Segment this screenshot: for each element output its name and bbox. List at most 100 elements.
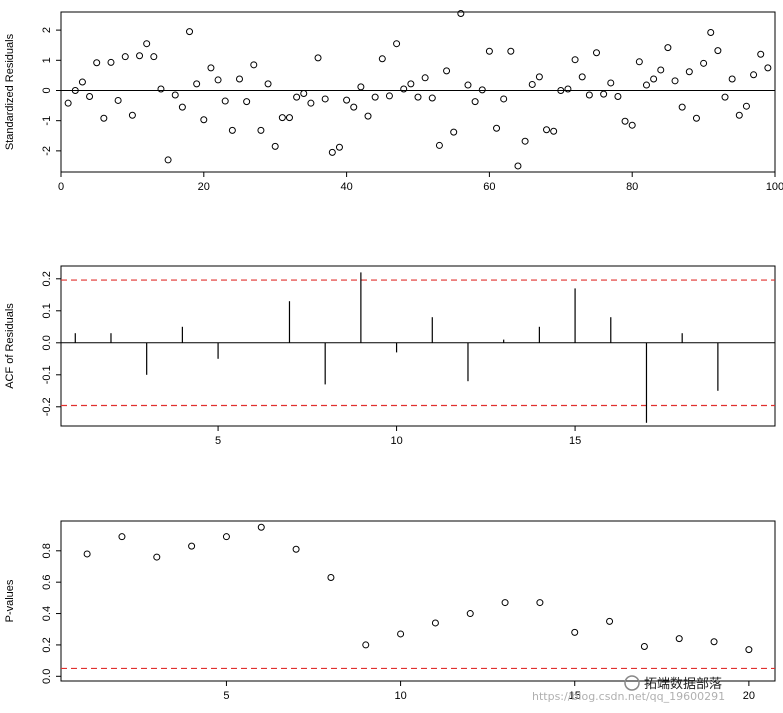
data-point [600,90,608,98]
y-tick-label: 0.1 [41,303,53,318]
data-point [428,94,436,102]
y-axis-label: Standardized Residuals [4,33,16,150]
data-point [86,93,94,101]
data-point [93,59,101,67]
data-point [378,55,386,63]
x-tick-label: 10 [394,690,406,702]
data-point [550,127,558,135]
data-point [207,64,215,72]
data-point [83,550,91,558]
data-point [64,99,72,107]
data-point [350,103,358,111]
watermark: 拓端数据部落 https://blog.csdn.net/qq_19600291 [532,675,725,703]
data-point [362,641,370,649]
data-point [431,619,439,627]
x-tick-label: 20 [198,181,210,193]
y-tick-label: 0.8 [41,543,53,558]
data-point [640,642,648,650]
data-point [292,545,300,553]
x-tick-label: 15 [569,690,581,702]
data-point [700,59,708,67]
data-point [493,124,501,132]
data-point [178,103,186,111]
y-tick-label: 2 [41,27,53,33]
data-point [671,77,679,85]
data-point [435,141,443,149]
data-point [478,86,486,94]
data-point [307,99,315,107]
data-point [564,85,572,93]
data-point [485,47,493,55]
data-point [364,112,372,120]
data-point [650,75,658,83]
plot-frame [60,520,776,682]
y-tick-label: -1 [41,116,53,126]
data-point [100,114,108,122]
data-point [214,76,222,84]
data-point [164,156,172,164]
data-point [271,142,279,150]
data-point [500,95,508,103]
data-point [664,44,672,52]
data-point [293,93,301,101]
plot-frame [60,11,776,173]
x-tick-label: 10 [390,435,402,447]
data-point [692,114,700,122]
x-tick-label: 100 [766,181,783,193]
data-point [407,80,415,88]
data-point [221,97,229,105]
data-point [257,126,265,134]
y-tick-label: 0.2 [41,637,53,652]
x-tick-label: 0 [58,181,64,193]
y-tick-label: 0.0 [41,669,53,684]
data-point [278,114,286,122]
data-point [593,49,600,57]
x-tick-label: 80 [626,181,638,193]
data-point [464,81,472,89]
data-point [153,553,161,561]
data-point [742,102,750,110]
data-point [657,66,665,74]
data-point [397,630,405,638]
data-point [578,73,586,81]
data-point [118,533,126,541]
data-point [750,71,758,79]
y-axis-label: ACF of Residuals [4,303,16,389]
data-point [157,85,165,93]
y-tick-label: 0.0 [41,335,53,350]
data-point [264,80,272,88]
data-point [385,92,393,100]
data-point [321,95,329,103]
x-tick-label: 15 [569,435,581,447]
y-tick-label: 1 [41,57,53,63]
data-point [707,29,715,37]
data-point [314,54,322,62]
data-point [536,599,544,607]
data-point [757,50,765,58]
data-point [685,68,693,76]
data-point [457,10,465,18]
data-point [371,93,379,101]
data-point [606,617,614,625]
data-point [571,628,579,636]
data-point [188,542,196,550]
data-point [193,80,201,88]
data-point [343,96,351,104]
data-point [257,523,265,531]
data-point [328,148,336,156]
x-tick-label: 40 [340,181,352,193]
data-point [357,83,365,91]
data-point [745,646,753,654]
x-tick-label: 20 [743,690,755,702]
data-point [528,80,536,88]
data-point [335,143,343,151]
data-point [507,47,515,55]
data-point [200,116,208,124]
data-point [628,121,636,129]
data-point [236,75,243,83]
plot-frame [60,265,776,427]
data-point [514,162,522,170]
data-point [543,126,551,134]
